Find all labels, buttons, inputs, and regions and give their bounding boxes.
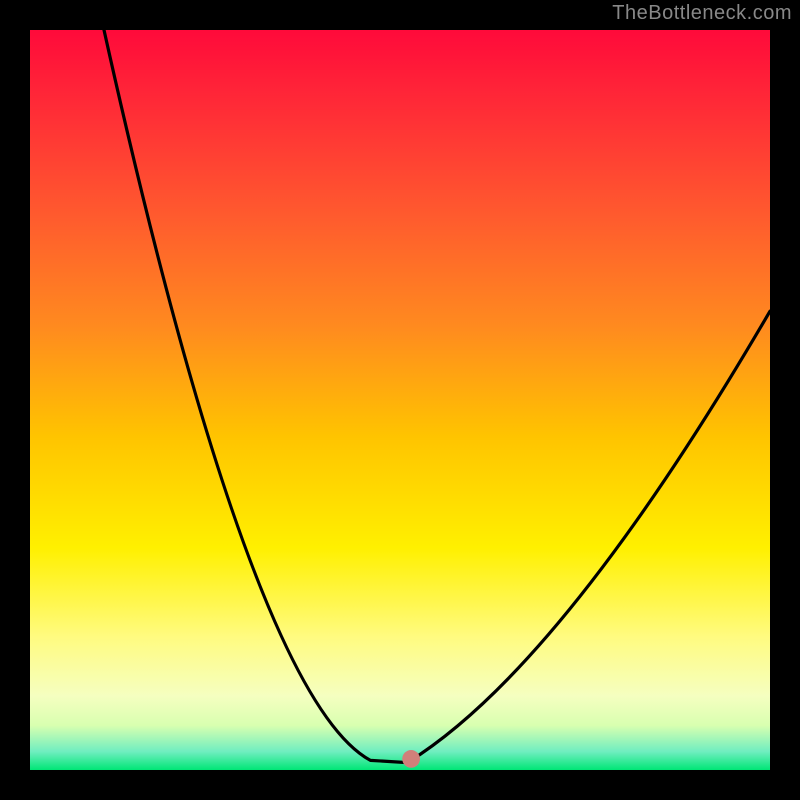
- optimal-point-marker: [402, 750, 420, 768]
- plot-area: [30, 30, 770, 770]
- chart-svg: [30, 30, 770, 770]
- gradient-background: [30, 30, 770, 770]
- chart-root: TheBottleneck.com: [0, 0, 800, 800]
- watermark-label: TheBottleneck.com: [612, 2, 792, 25]
